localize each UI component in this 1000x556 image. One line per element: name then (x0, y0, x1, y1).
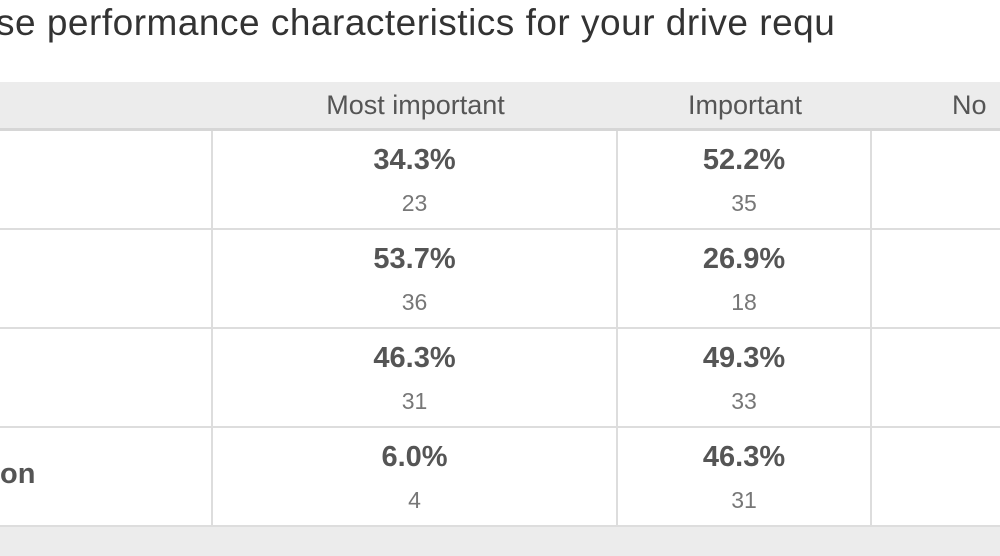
percent: 49.3% (702, 342, 786, 374)
count: 31 (401, 388, 428, 414)
count: 33 (731, 388, 757, 414)
data-cell (872, 329, 1000, 428)
row-label-cell (0, 230, 213, 329)
count: 31 (731, 487, 757, 513)
data-cell: 46.3% 31 (213, 329, 618, 428)
table-footer (0, 527, 1000, 556)
percent: 53.7% (373, 243, 456, 275)
question-title: se performance characteristics for your … (0, 2, 836, 43)
count: 4 (408, 487, 421, 513)
data-cell: 26.9% 18 (618, 230, 872, 329)
data-cell (872, 230, 1000, 329)
percent: 34.3% (373, 144, 456, 176)
row-label-cell (0, 428, 213, 527)
percent: 26.9% (702, 243, 786, 275)
table-header (0, 82, 1000, 131)
count: 36 (401, 289, 428, 315)
column-header: Important (687, 90, 803, 120)
data-cell: 6.0% 4 (213, 428, 618, 527)
row-label-cell (0, 329, 213, 428)
row-label-cell (0, 131, 213, 230)
row-label: on (0, 458, 36, 490)
percent: 46.3% (702, 441, 786, 473)
data-cell (872, 131, 1000, 230)
data-cell: 34.3% 23 (213, 131, 618, 230)
percent: 6.0% (381, 441, 448, 473)
data-cell: 52.2% 35 (618, 131, 872, 230)
data-cell: 46.3% 31 (618, 428, 872, 527)
column-header: Most important (326, 90, 505, 120)
data-cell (872, 428, 1000, 527)
column-header: No (952, 90, 987, 120)
percent: 52.2% (702, 144, 786, 176)
data-cell: 49.3% 33 (618, 329, 872, 428)
percent: 46.3% (373, 342, 456, 374)
data-cell: 53.7% 36 (213, 230, 618, 329)
count: 18 (731, 289, 757, 315)
count: 23 (401, 190, 428, 216)
count: 35 (731, 190, 757, 216)
